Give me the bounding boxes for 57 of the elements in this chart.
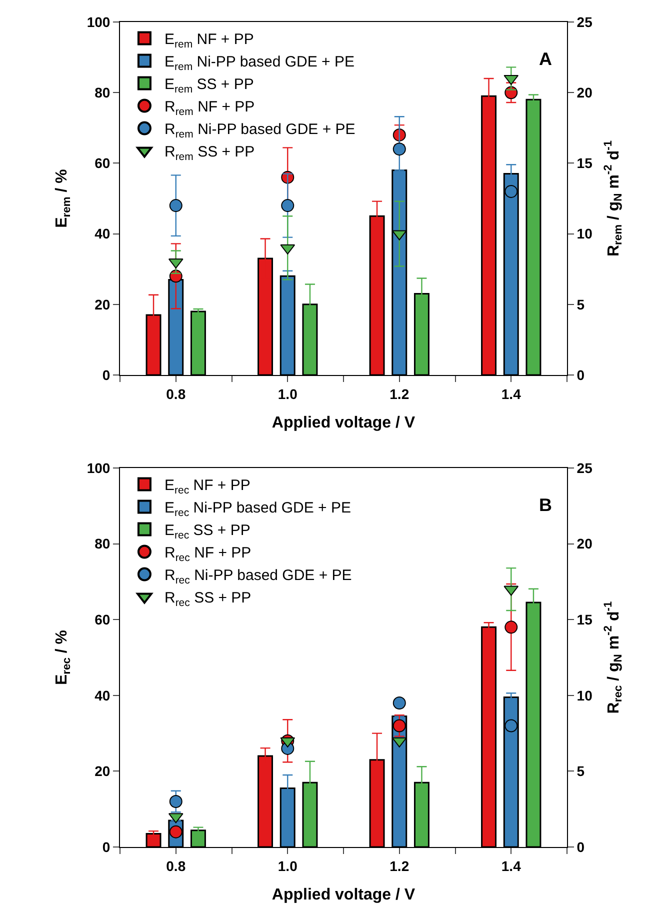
y-tick-label: 60 <box>94 155 110 172</box>
legend-label: R$_{rem}$ Ni-PP based GDE + PE <box>164 121 356 140</box>
y-tick-label: 100 <box>86 460 110 476</box>
x-tick-label: 1.2 <box>390 386 410 402</box>
y-tick-label: 80 <box>94 536 110 552</box>
y-tick-label: 80 <box>94 84 110 100</box>
legend-label: E$_{rem}$ SS + PP <box>164 76 254 96</box>
legend-label: E$_{rec}$ Ni-PP based GDE + PE <box>164 500 351 519</box>
y2-tick-label: 25 <box>576 14 593 30</box>
point <box>392 142 406 156</box>
y2-tick-label: 20 <box>576 536 593 552</box>
y2-tick-label: 15 <box>576 155 593 172</box>
point <box>392 719 406 732</box>
y2-tick-label: 0 <box>576 838 585 855</box>
y-tick-label: 0 <box>102 838 110 855</box>
point <box>504 184 518 198</box>
y-tick-label: 20 <box>94 296 110 312</box>
y2-tick-label: 5 <box>576 296 585 312</box>
y-tick-label: 40 <box>94 226 110 242</box>
x-tick-label: 1.0 <box>278 386 298 402</box>
point <box>169 199 182 212</box>
legend-label: E$_{rec}$ SS + PP <box>164 522 250 542</box>
legend-label: R$_{rec}$ SS + PP <box>164 590 252 609</box>
y-tick-label: 100 <box>86 14 110 30</box>
point <box>281 199 294 212</box>
legend-label: R$_{rem}$ SS + PP <box>164 144 255 163</box>
y-tick-label: 40 <box>94 687 110 704</box>
y-tick-label: 0 <box>102 366 110 383</box>
y2-tick-label: 5 <box>576 763 585 780</box>
legend-label: R$_{rem}$ NF + PP <box>164 98 255 118</box>
point <box>504 719 518 732</box>
y2-tick-label: 25 <box>576 460 593 476</box>
legend-label: R$_{rec}$ Ni-PP based GDE + PE <box>164 567 352 586</box>
x-tick-label: 1.0 <box>278 858 298 874</box>
point <box>504 620 518 634</box>
y2-tick-label: 0 <box>576 366 585 383</box>
x-tick-label: 1.4 <box>501 386 522 402</box>
x-tick-label: 0.8 <box>166 386 186 402</box>
x-tick-label: 1.2 <box>390 858 410 874</box>
legend-label: E$_{rem}$ NF + PP <box>164 31 254 50</box>
y-tick-label: 20 <box>94 763 110 780</box>
y-tick-label: 60 <box>94 612 110 628</box>
x-axis-title: Applied voltage / V <box>272 886 416 904</box>
annotation: B <box>539 495 552 515</box>
legend-label: E$_{rem}$ Ni-PP based GDE + PE <box>164 54 354 73</box>
y2-tick-label: 20 <box>576 84 593 100</box>
annotation: A <box>539 49 552 69</box>
x-axis-title: Applied voltage / V <box>272 414 416 432</box>
point <box>169 795 182 808</box>
y2-tick-label: 15 <box>576 612 593 628</box>
x-tick-label: 1.4 <box>501 858 522 874</box>
y2-tick-label: 10 <box>576 687 593 704</box>
y2-tick-label: 10 <box>576 226 593 242</box>
x-tick-label: 0.8 <box>166 858 186 874</box>
point <box>392 696 406 710</box>
legend-label: E$_{rec}$ NF + PP <box>164 477 250 496</box>
legend-label: R$_{rec}$ NF + PP <box>164 544 252 564</box>
